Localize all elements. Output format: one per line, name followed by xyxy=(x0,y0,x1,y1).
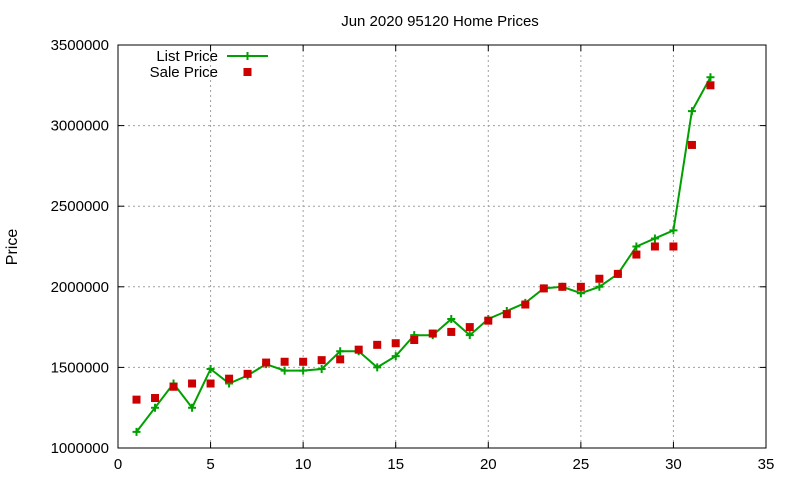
list-price-point xyxy=(391,352,400,361)
sale-price-point xyxy=(336,355,345,364)
sale-price-point xyxy=(465,323,474,332)
y-tick-label: 3000000 xyxy=(51,118,109,135)
sale-price-point xyxy=(225,374,234,383)
sale-price-point xyxy=(373,340,382,349)
list-price-line xyxy=(135,76,712,433)
list-price-point xyxy=(687,107,696,116)
sale-price-point xyxy=(669,242,678,251)
list-price-point xyxy=(669,226,678,235)
axis-ticks: 0 5 10 15 20 25 30 35 1000000 1500000 2000000 25000… xyxy=(51,37,775,473)
series-layer xyxy=(132,73,715,436)
list-price-point xyxy=(373,363,382,372)
x-tick-label: 20 xyxy=(480,456,497,473)
sale-price-point xyxy=(484,316,493,325)
sale-price-point xyxy=(539,284,548,293)
sale-price-point xyxy=(706,81,715,90)
x-tick-label: 5 xyxy=(206,456,214,473)
grid-lines xyxy=(118,45,766,448)
list-price-point xyxy=(336,347,345,356)
sale-price-point xyxy=(650,242,659,251)
x-tick-label: 0 xyxy=(114,456,122,473)
sale-price-point xyxy=(354,345,363,354)
sale-price-point xyxy=(317,356,326,365)
list-price-point xyxy=(280,366,289,375)
sale-price-point xyxy=(188,379,197,388)
sale-price-point xyxy=(521,300,530,309)
list-price-point xyxy=(206,365,215,374)
list-price-point xyxy=(188,403,197,412)
y-tick-label: 1000000 xyxy=(51,440,109,457)
sale-price-point xyxy=(595,274,604,283)
list-price-point xyxy=(151,403,160,412)
sale-price-point xyxy=(502,310,511,319)
sale-price-point xyxy=(447,327,456,336)
sale-price-point xyxy=(262,358,271,367)
plot-frame xyxy=(117,44,767,449)
chart-title: Jun 2020 95120 Home Prices xyxy=(341,13,539,30)
sale-price-point xyxy=(280,357,289,366)
y-tick-label: 2000000 xyxy=(51,279,109,296)
list-price-point xyxy=(299,366,308,375)
y-tick-label: 3500000 xyxy=(51,37,109,54)
sale-price-point xyxy=(613,269,622,278)
list-price-point xyxy=(706,73,715,82)
legend-label: Sale Price xyxy=(150,64,218,81)
sale-price-point xyxy=(632,250,641,259)
sale-price-point xyxy=(391,339,400,348)
y-tick-label: 2500000 xyxy=(51,198,109,215)
legend-label: List Price xyxy=(156,48,218,65)
x-tick-label: 15 xyxy=(387,456,404,473)
sale-price-point xyxy=(687,140,696,149)
sale-price-point xyxy=(151,394,160,403)
x-tick-label: 35 xyxy=(758,456,775,473)
sale-price-point xyxy=(206,379,215,388)
sale-price-point xyxy=(558,282,567,291)
legend-square-marker xyxy=(243,68,252,76)
list-price-point xyxy=(317,365,326,374)
list-price-point xyxy=(595,282,604,291)
list-price-point xyxy=(650,234,659,243)
sale-price-point xyxy=(576,282,585,291)
sale-price-point xyxy=(410,335,419,344)
sale-price-point xyxy=(428,329,437,338)
x-tick-label: 10 xyxy=(295,456,312,473)
sale-price-point xyxy=(132,395,141,404)
sale-price-point xyxy=(243,369,252,378)
x-tick-label: 30 xyxy=(665,456,682,473)
sale-price-point xyxy=(169,382,178,391)
list-price-point xyxy=(132,427,141,436)
legend-plus-marker xyxy=(243,52,252,60)
list-price-point xyxy=(632,242,641,251)
list-price-point xyxy=(447,315,456,324)
list-price-point xyxy=(465,331,474,340)
sale-price-point xyxy=(299,357,308,366)
y-axis-label: Price xyxy=(4,229,21,266)
x-tick-label: 25 xyxy=(573,456,590,473)
y-tick-label: 1500000 xyxy=(51,359,109,376)
